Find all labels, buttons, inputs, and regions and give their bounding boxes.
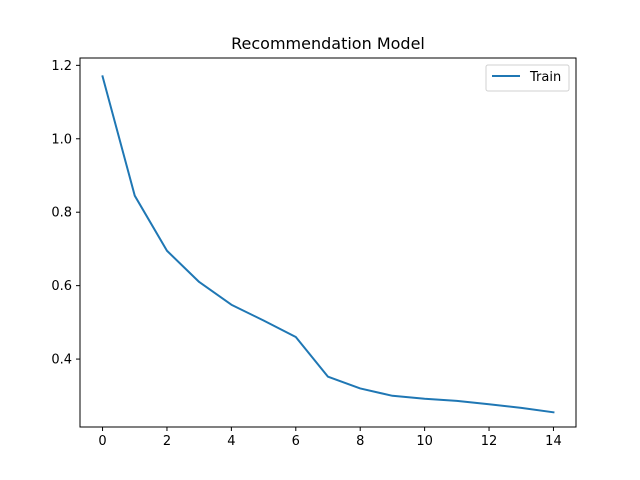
legend-box <box>485 64 570 92</box>
axes: 0 2 4 6 8 10 12 14 0.4 0.6 0.8 1.0 1.2 <box>51 57 577 449</box>
y-tick-label: 1.2 <box>51 59 72 74</box>
y-tick-label: 0.4 <box>51 353 72 368</box>
y-tick-label: 0.8 <box>51 206 72 221</box>
y-tick-label: 1.0 <box>51 132 72 147</box>
x-tick-label: 8 <box>356 434 364 449</box>
series-line-train <box>101 75 555 414</box>
plot-content <box>101 75 555 414</box>
chart-title: Recommendation Model <box>231 34 425 53</box>
legend: Train <box>485 64 570 92</box>
y-tick-label: 0.6 <box>51 279 72 294</box>
legend-label-train: Train <box>529 70 561 85</box>
x-tick-label: 14 <box>545 434 562 449</box>
x-tick-label: 4 <box>227 434 235 449</box>
x-tick-label: 0 <box>98 434 106 449</box>
x-tick-label: 2 <box>163 434 171 449</box>
x-tick-label: 6 <box>292 434 300 449</box>
axes-frame <box>79 57 577 428</box>
x-tick-label: 12 <box>481 434 498 449</box>
x-tick-label: 10 <box>416 434 433 449</box>
